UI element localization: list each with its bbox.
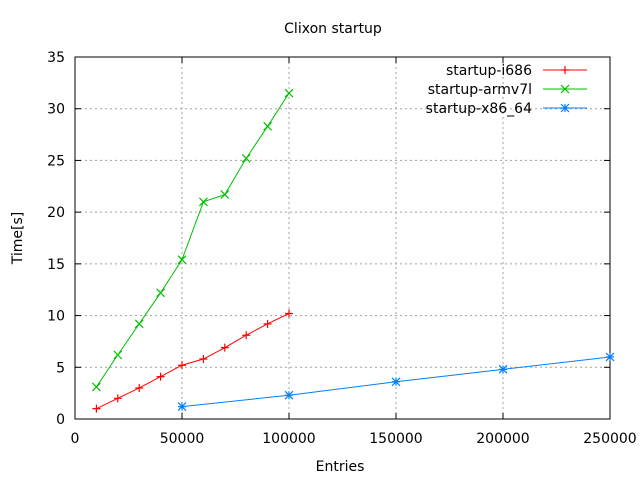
data-point-star-marker — [284, 390, 294, 400]
data-point-plus-marker — [178, 361, 186, 370]
data-point-cross-marker — [134, 319, 144, 329]
data-point-cross-marker — [241, 153, 251, 163]
series-line — [95, 92, 290, 388]
series-startup-armv7l — [91, 88, 294, 392]
legend-label: startup-i686 — [446, 63, 532, 79]
data-point-plus-marker — [92, 404, 101, 413]
ticks: 0 50000 100000 150000 200000 250000 0 5 10 15 20 25… — [47, 50, 637, 447]
y-tick-label: 35 — [47, 50, 65, 66]
data-point-plus-marker — [135, 383, 144, 392]
series-group — [91, 88, 615, 413]
data-point-star-marker — [605, 352, 615, 362]
x-tick-label: 150000 — [369, 431, 422, 447]
data-point-cross-marker — [263, 121, 273, 131]
plot-frame — [74, 56, 611, 420]
y-tick-label: 0 — [56, 412, 65, 428]
data-point-cross-marker — [91, 382, 101, 392]
data-point-plus-marker — [285, 309, 293, 318]
data-point-cross-marker — [198, 197, 208, 207]
legend-label: startup-armv7l — [428, 82, 532, 98]
data-point-plus-marker — [156, 372, 165, 381]
x-tick-label: 100000 — [262, 431, 315, 447]
data-point-cross-marker — [156, 288, 166, 298]
data-point-cross-marker — [113, 350, 123, 360]
data-point-star-marker — [391, 377, 401, 387]
data-point-cross-marker — [560, 84, 570, 94]
data-point-plus-marker — [113, 394, 122, 403]
data-point-star-marker — [560, 103, 570, 113]
series-line — [96, 313, 290, 410]
y-tick-label: 15 — [47, 257, 65, 273]
legend: startup-i686 startup-armv7l startup-x86_64 — [426, 63, 587, 117]
data-point-plus-marker — [199, 355, 208, 364]
series-startup-x86_64 — [177, 352, 615, 412]
y-tick-label: 10 — [47, 309, 65, 325]
x-axis-label: Entries — [316, 459, 365, 475]
series-startup-i686 — [92, 309, 293, 413]
legend-label: startup-x86_64 — [426, 101, 532, 117]
data-point-star-marker — [177, 402, 187, 412]
x-tick-label: 50000 — [160, 431, 205, 447]
y-tick-label: 25 — [47, 153, 65, 169]
x-tick-label: 200000 — [476, 431, 529, 447]
x-tick-label: 250000 — [583, 431, 636, 447]
data-point-star-marker — [498, 364, 508, 374]
y-tick-label: 20 — [47, 205, 65, 221]
y-tick-label: 30 — [47, 102, 65, 118]
y-tick-label: 5 — [56, 360, 65, 376]
data-point-cross-marker — [220, 190, 230, 199]
data-point-plus-marker — [242, 331, 251, 340]
y-axis-label: Time[s] — [10, 212, 26, 265]
data-point-cross-marker — [177, 255, 187, 265]
data-point-plus-marker — [263, 319, 272, 328]
data-point-cross-marker — [284, 88, 294, 98]
data-point-plus-marker — [561, 66, 569, 74]
x-tick-label: 0 — [71, 431, 80, 447]
chart-title: Clixon startup — [284, 21, 382, 37]
data-point-plus-marker — [220, 343, 229, 352]
